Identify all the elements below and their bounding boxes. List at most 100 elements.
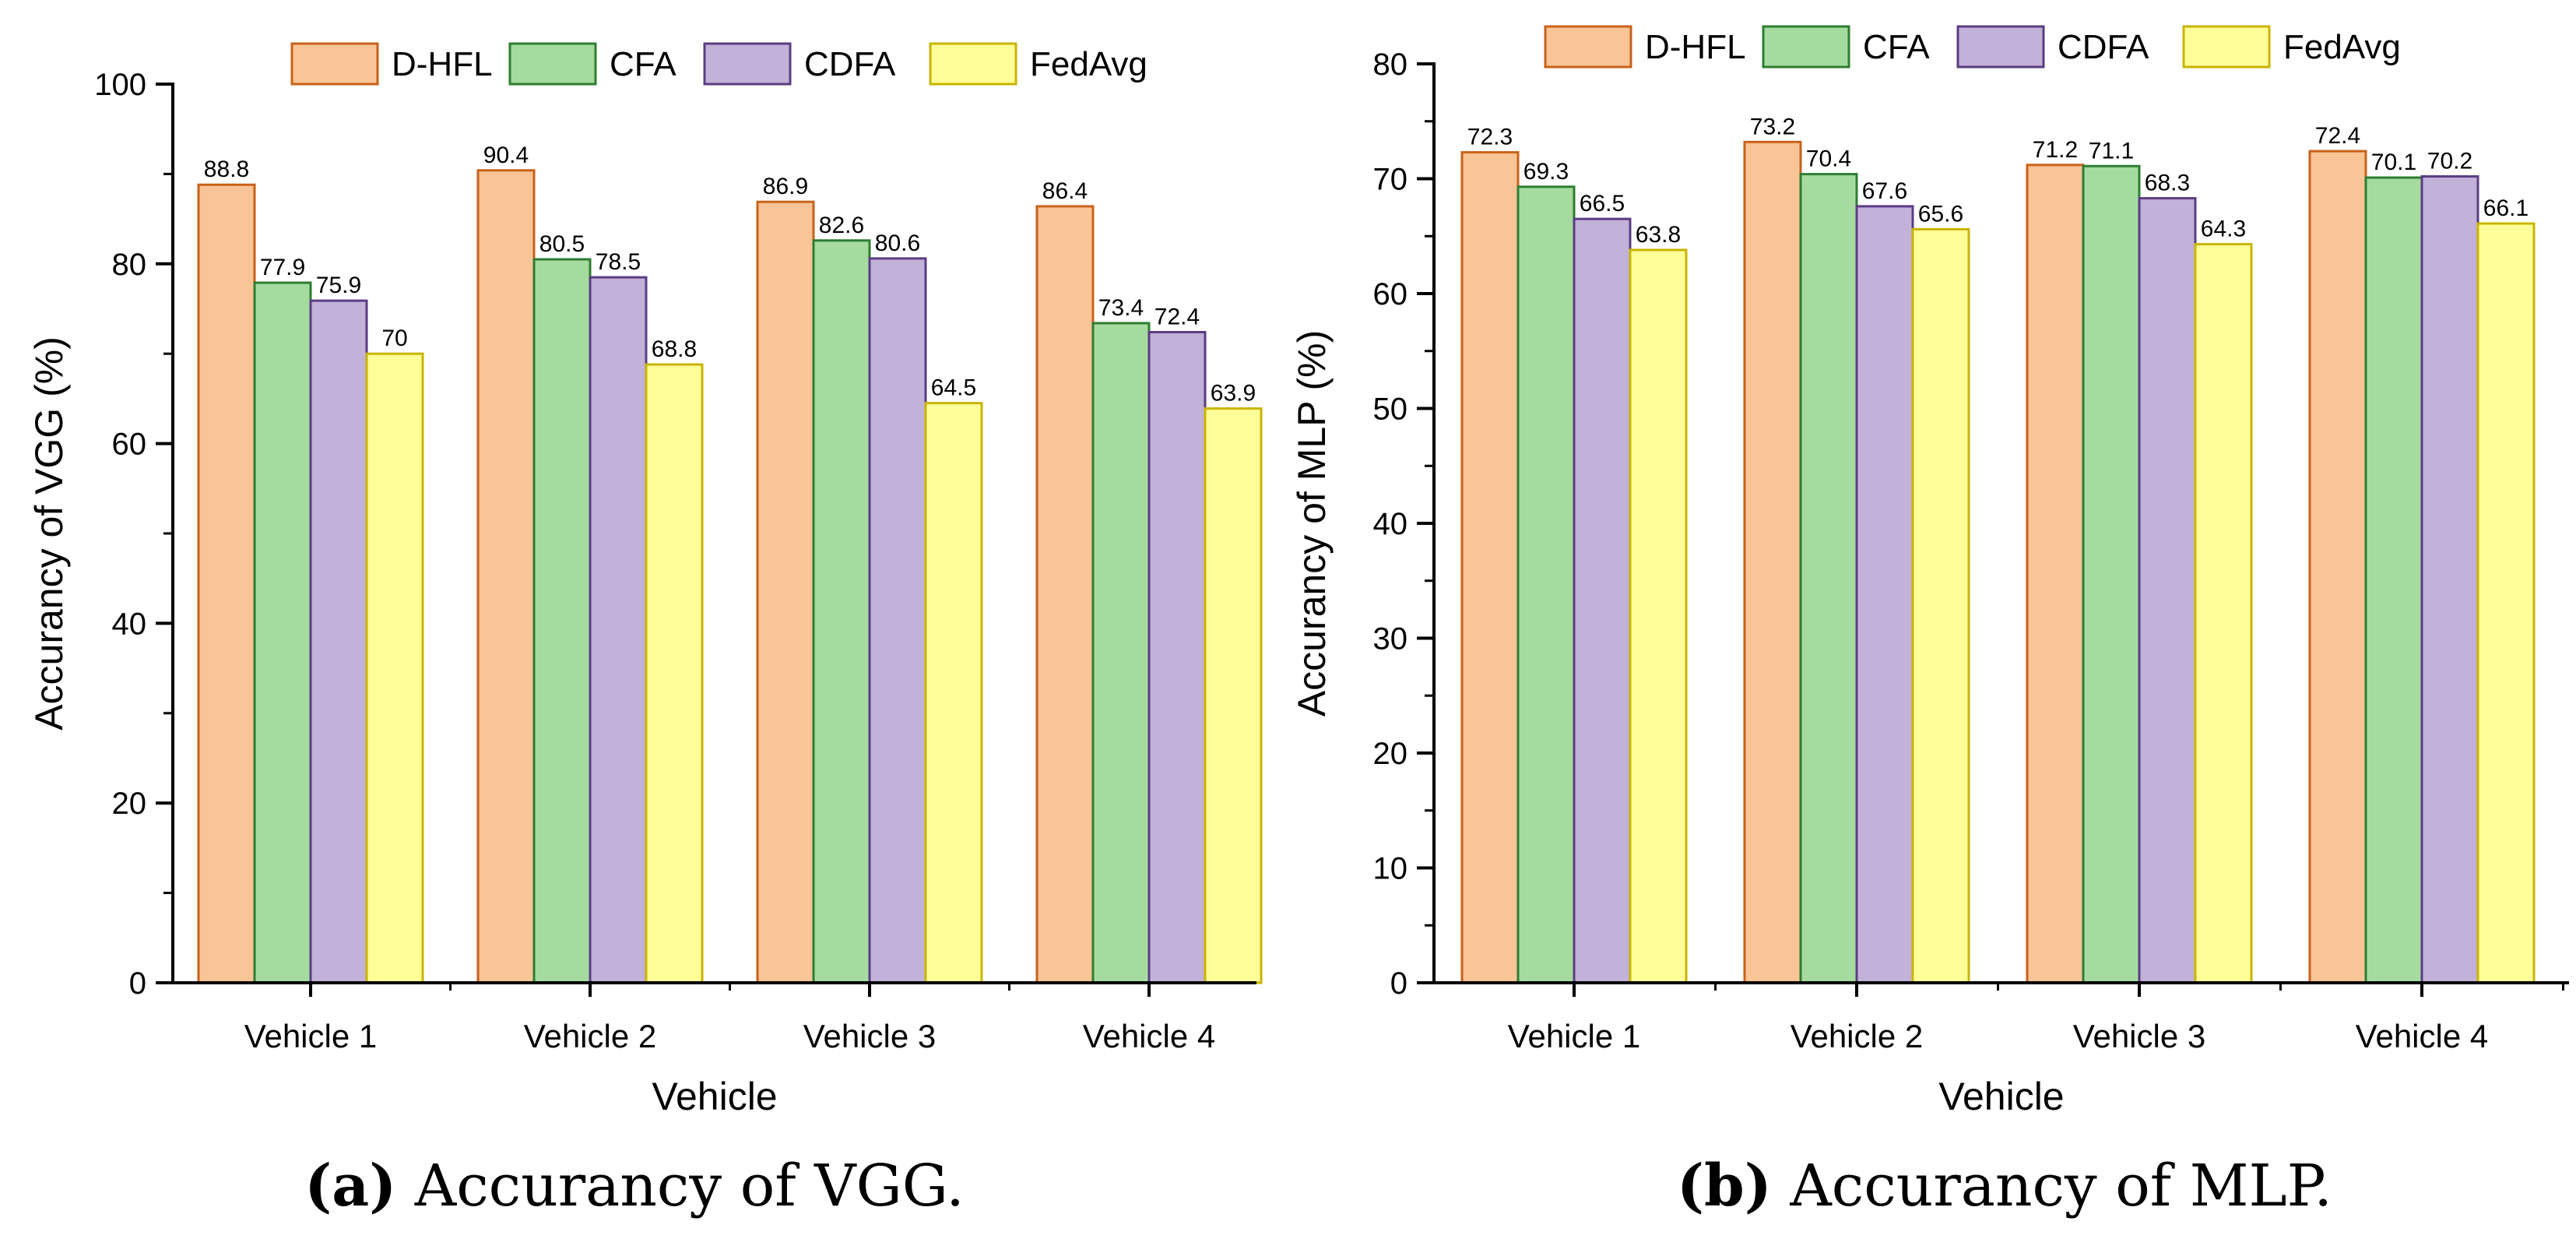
x-tick-label: Vehicle 2 xyxy=(524,1018,656,1054)
bar xyxy=(2420,175,2479,984)
x-tick-label: Vehicle 2 xyxy=(1791,1018,1923,1054)
bar-value-label: 65.6 xyxy=(1918,201,1963,227)
bar-value-label: 73.2 xyxy=(1750,114,1795,139)
legend-label: CDFA xyxy=(2058,28,2149,66)
y-tick-label: 30 xyxy=(1373,622,1408,656)
bar xyxy=(253,281,312,984)
bar-value-label: 71.2 xyxy=(2033,137,2078,163)
bar xyxy=(1911,227,1970,984)
bar xyxy=(1204,407,1263,984)
x-tick-label: Vehicle 1 xyxy=(1508,1018,1640,1054)
y-tick-label: 0 xyxy=(129,966,146,1001)
legend-label: D-HFL xyxy=(1645,28,1746,66)
legend-swatch xyxy=(508,42,597,86)
bar-value-label: 64.5 xyxy=(931,375,976,401)
bar-value-label: 70 xyxy=(381,326,407,351)
bar-value-label: 78.5 xyxy=(596,249,641,275)
legend-swatch xyxy=(1956,25,2045,69)
bar xyxy=(2364,176,2423,984)
legend-swatch xyxy=(1762,25,1850,69)
y-tick-label: 60 xyxy=(1373,277,1408,312)
legend-label: FedAvg xyxy=(1030,45,1147,83)
legend-swatch xyxy=(2182,25,2271,69)
bar-value-label: 70.1 xyxy=(2371,150,2416,175)
bar-value-label: 66.5 xyxy=(1580,191,1625,216)
bar-value-label: 88.8 xyxy=(204,157,249,182)
bar-value-label: 71.1 xyxy=(2089,138,2134,164)
x-tick-label: Vehicle 1 xyxy=(244,1018,377,1054)
y-axis-title: Accurancy of MLP (%) xyxy=(1290,330,1334,716)
bar xyxy=(2308,150,2367,984)
x-tick-label: Vehicle 3 xyxy=(2073,1018,2205,1054)
chart-mlp: 72.3 69.3 66.5 63.8 73.2 70.4 67.6 65.6 71.2 71.1… xyxy=(1290,25,2569,1220)
bar xyxy=(1460,151,1520,984)
y-tick-label: 80 xyxy=(112,248,147,282)
bar xyxy=(1573,217,1632,984)
bar-value-label: 64.3 xyxy=(2201,216,2246,242)
bar xyxy=(309,299,368,984)
bar xyxy=(756,200,815,984)
y-tick-label: 40 xyxy=(1373,507,1408,541)
bar xyxy=(1147,331,1207,984)
legend-swatch xyxy=(290,42,379,86)
legend-label: CDFA xyxy=(804,45,896,83)
y-tick-label: 100 xyxy=(94,68,146,102)
bar xyxy=(589,276,648,984)
bar-value-label: 63.9 xyxy=(1211,381,1256,407)
legend-label: FedAvg xyxy=(2283,28,2401,66)
y-tick-label: 80 xyxy=(1373,48,1408,82)
y-tick-label: 70 xyxy=(1373,163,1408,197)
caption-letter: (b) xyxy=(1677,1153,1772,1220)
bar xyxy=(645,363,704,984)
x-tick-label: Vehicle 3 xyxy=(803,1018,936,1054)
legend-swatch xyxy=(703,42,792,86)
figure-caption: (a) Accurancy of VGG. xyxy=(304,1153,964,1220)
bar-value-label: 70.2 xyxy=(2427,149,2472,174)
bar xyxy=(924,402,983,984)
bar-value-label: 68.8 xyxy=(652,336,697,362)
bar-value-label: 90.4 xyxy=(483,143,529,168)
caption-text: Accurancy of VGG. xyxy=(396,1153,964,1220)
y-tick-label: 60 xyxy=(112,428,147,462)
bar-value-label: 72.4 xyxy=(1154,304,1200,330)
bar-value-label: 63.8 xyxy=(1636,222,1681,248)
bar xyxy=(812,239,871,984)
bar xyxy=(532,258,592,984)
bar-value-label: 69.3 xyxy=(1523,159,1569,185)
bar xyxy=(1516,185,1576,984)
bar-value-label: 70.4 xyxy=(1806,146,1851,172)
y-tick-label: 20 xyxy=(1373,737,1408,771)
bar xyxy=(1091,322,1151,984)
x-tick-label: Vehicle 4 xyxy=(2356,1018,2488,1054)
bar-value-label: 67.6 xyxy=(1862,178,1907,204)
bar xyxy=(2194,243,2253,984)
bar-value-label: 75.9 xyxy=(316,273,361,298)
bar xyxy=(868,257,927,984)
bar-value-label: 80.6 xyxy=(875,231,920,256)
y-tick-label: 50 xyxy=(1373,392,1408,427)
legend-label: CFA xyxy=(610,45,677,83)
legend-swatch xyxy=(929,42,1017,86)
caption-text: Accurancy of MLP. xyxy=(1772,1153,2332,1220)
x-axis-title: Vehicle xyxy=(652,1075,777,1118)
x-tick-label: Vehicle 4 xyxy=(1083,1018,1215,1054)
bar xyxy=(1035,205,1095,984)
bar xyxy=(1629,248,1688,984)
x-axis-title: Vehicle xyxy=(1938,1075,2064,1118)
bar-value-label: 82.6 xyxy=(819,213,864,238)
bar xyxy=(2138,197,2197,984)
chart-vgg: 88.8 77.9 75.9 70 90.4 80.5 78.5 68.8 86.9 82.6 80… xyxy=(27,42,1263,1220)
caption-letter: (a) xyxy=(304,1153,396,1220)
bar xyxy=(2476,222,2536,984)
bar-value-label: 72.3 xyxy=(1467,125,1513,150)
bar-value-label: 72.4 xyxy=(2315,123,2360,149)
bar-value-label: 77.9 xyxy=(260,255,305,280)
bar-value-label: 68.3 xyxy=(2145,171,2190,196)
bar xyxy=(1855,205,1914,984)
y-tick-label: 0 xyxy=(1390,966,1407,1001)
legend-swatch xyxy=(1544,25,1632,69)
bar xyxy=(197,183,256,984)
legend-label: D-HFL xyxy=(392,45,493,83)
bar xyxy=(365,352,424,984)
